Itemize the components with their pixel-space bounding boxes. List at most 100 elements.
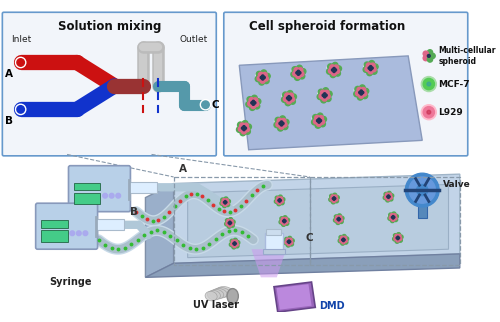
Circle shape <box>278 125 283 131</box>
FancyBboxPatch shape <box>224 12 468 156</box>
Text: Solution mixing: Solution mixing <box>58 20 161 33</box>
Circle shape <box>280 121 282 123</box>
Circle shape <box>321 97 326 103</box>
Polygon shape <box>188 185 448 258</box>
Circle shape <box>370 68 372 71</box>
Circle shape <box>226 202 227 203</box>
Circle shape <box>116 194 120 198</box>
Text: C: C <box>211 100 218 110</box>
Circle shape <box>324 90 329 95</box>
Ellipse shape <box>393 234 403 238</box>
Circle shape <box>224 197 228 201</box>
Ellipse shape <box>284 238 294 242</box>
Circle shape <box>252 100 254 102</box>
Circle shape <box>422 105 436 120</box>
Circle shape <box>16 104 26 115</box>
Circle shape <box>339 235 343 240</box>
Circle shape <box>234 238 237 242</box>
Circle shape <box>334 198 336 199</box>
Ellipse shape <box>210 289 224 299</box>
Circle shape <box>392 215 394 217</box>
Circle shape <box>228 218 232 222</box>
Circle shape <box>384 195 388 199</box>
Circle shape <box>288 90 293 96</box>
Circle shape <box>230 219 233 223</box>
Circle shape <box>334 65 338 70</box>
Ellipse shape <box>327 65 341 71</box>
Circle shape <box>364 62 370 68</box>
Circle shape <box>230 223 234 227</box>
Polygon shape <box>258 226 289 240</box>
Ellipse shape <box>256 72 270 78</box>
Ellipse shape <box>334 215 344 220</box>
Circle shape <box>428 57 432 62</box>
Circle shape <box>332 198 334 199</box>
Circle shape <box>202 101 209 109</box>
Circle shape <box>280 124 282 126</box>
Circle shape <box>286 218 290 222</box>
Circle shape <box>427 82 430 86</box>
Circle shape <box>242 120 248 126</box>
Circle shape <box>397 238 398 240</box>
Circle shape <box>70 231 74 236</box>
Text: DMD: DMD <box>319 300 344 310</box>
Circle shape <box>259 80 264 85</box>
Circle shape <box>278 195 282 199</box>
Circle shape <box>288 99 290 101</box>
Circle shape <box>264 78 269 84</box>
Circle shape <box>339 218 340 220</box>
Bar <box>42 231 68 242</box>
Circle shape <box>389 216 392 220</box>
Ellipse shape <box>282 93 296 99</box>
Circle shape <box>224 202 225 203</box>
Circle shape <box>226 219 230 223</box>
Text: B: B <box>6 116 14 126</box>
Circle shape <box>226 199 230 203</box>
Circle shape <box>224 201 226 202</box>
Circle shape <box>300 69 306 74</box>
Circle shape <box>398 238 402 242</box>
Circle shape <box>398 237 402 241</box>
Text: Outlet: Outlet <box>179 35 208 44</box>
Circle shape <box>261 70 266 76</box>
Circle shape <box>243 126 245 128</box>
Circle shape <box>252 103 254 105</box>
Circle shape <box>83 231 87 236</box>
Circle shape <box>262 78 264 80</box>
Ellipse shape <box>274 197 284 201</box>
Circle shape <box>320 119 322 122</box>
Circle shape <box>242 127 244 129</box>
Circle shape <box>200 99 210 110</box>
Circle shape <box>282 122 287 127</box>
Circle shape <box>286 243 290 247</box>
Circle shape <box>332 200 336 204</box>
FancyBboxPatch shape <box>2 12 216 156</box>
Circle shape <box>366 63 372 68</box>
Ellipse shape <box>338 236 348 240</box>
Circle shape <box>358 94 363 100</box>
Circle shape <box>389 196 392 199</box>
Circle shape <box>294 75 300 80</box>
Circle shape <box>394 216 397 220</box>
Circle shape <box>398 234 401 238</box>
Circle shape <box>416 185 428 196</box>
Polygon shape <box>146 184 174 277</box>
Circle shape <box>372 67 376 72</box>
Circle shape <box>280 200 281 201</box>
Circle shape <box>333 70 335 72</box>
Circle shape <box>282 92 288 98</box>
Circle shape <box>343 236 346 240</box>
Circle shape <box>372 64 378 70</box>
Circle shape <box>232 240 235 243</box>
Circle shape <box>337 218 338 220</box>
Circle shape <box>362 93 368 99</box>
Ellipse shape <box>312 116 326 121</box>
Circle shape <box>254 102 256 104</box>
Circle shape <box>247 97 252 102</box>
Text: Multi-cellular
spheroid: Multi-cellular spheroid <box>438 46 496 66</box>
Circle shape <box>316 121 322 126</box>
Circle shape <box>238 127 243 131</box>
Circle shape <box>394 234 398 238</box>
Circle shape <box>280 220 284 223</box>
Circle shape <box>252 95 257 101</box>
